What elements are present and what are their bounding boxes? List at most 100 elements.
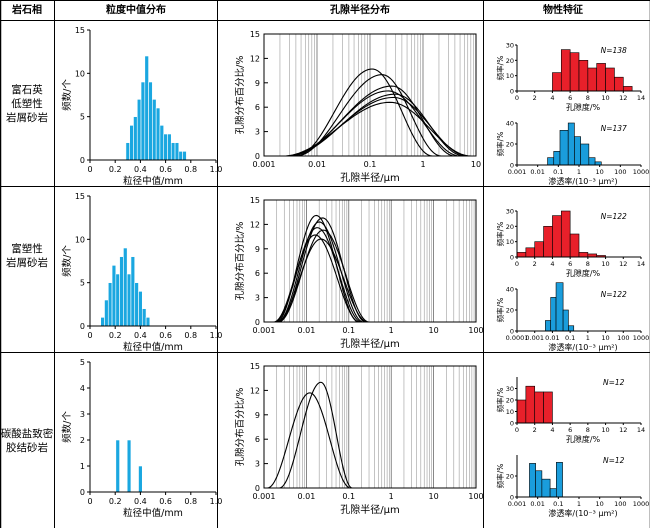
permeability-bar — [574, 136, 581, 166]
x-tick-label: 0 — [515, 426, 519, 434]
x-tick-label: 10 — [429, 492, 439, 501]
y-tick-label: 4 — [80, 384, 85, 393]
sample-count-label: N=12 — [603, 378, 625, 387]
y-tick-label: 40 — [506, 286, 514, 294]
y-tick-label: 0 — [255, 152, 260, 161]
facies-label: 低塑性 — [11, 97, 43, 110]
grain-size-bar — [119, 256, 124, 327]
x-tick-label: 100 — [614, 168, 626, 176]
y-tick-label: 0 — [80, 156, 85, 165]
sample-count-label: N=138 — [601, 46, 627, 55]
x-tick-label: 0.1 — [342, 492, 355, 501]
x-tick-label: 2 — [533, 94, 537, 102]
permeability-bar — [547, 157, 555, 166]
perm-x-axis-label: 渗透率/(10⁻³ μm²) — [548, 342, 617, 352]
grain-y-axis-label: 频数/个 — [61, 245, 73, 277]
x-tick-label: 0.1 — [565, 334, 575, 342]
y-tick-label: 0 — [510, 88, 514, 96]
x-tick-label: 0.01 — [545, 334, 559, 342]
grain-size-bar — [138, 465, 143, 493]
x-tick-label: 0 — [87, 331, 92, 340]
porosity-bar — [543, 391, 553, 424]
grain-size-bar — [111, 265, 117, 327]
x-tick-label: 0.01 — [297, 326, 315, 335]
permeability-bar — [541, 478, 551, 498]
y-tick-label: 0 — [510, 420, 514, 428]
x-tick-label: 10 — [429, 326, 439, 335]
grain-size-bar — [115, 273, 120, 327]
x-tick-label: 2 — [533, 426, 537, 434]
x-tick-label: 0.001 — [508, 500, 527, 508]
grain-size-bar — [104, 299, 109, 327]
x-tick-label: 1 — [577, 500, 581, 508]
y-tick-label: 15 — [250, 362, 260, 371]
x-tick-label: 1 — [389, 492, 394, 501]
poro-x-axis-label: 孔隙度/% — [566, 268, 601, 278]
pore-distribution-curve — [277, 221, 364, 323]
x-tick-label: 0 — [515, 260, 519, 268]
grain-size-bar — [129, 125, 134, 161]
permeability-bar — [550, 297, 557, 332]
porosity-bar — [578, 60, 589, 92]
y-tick-label: 20 — [506, 473, 514, 481]
x-tick-label: 1 — [577, 168, 581, 176]
freq-y-axis-label: 频率/% — [495, 132, 505, 157]
x-tick-label: 10 — [596, 168, 604, 176]
grain-size-bar — [134, 282, 139, 327]
x-tick-label: 0.2 — [109, 497, 122, 506]
grain-size-bar — [148, 81, 153, 161]
grain-size-bar — [138, 291, 143, 327]
grain-size-bar — [140, 81, 146, 161]
y-tick-label: 6 — [255, 103, 260, 112]
perm-x-axis-label: 渗透率/(10⁻³ μm²) — [548, 508, 617, 518]
x-tick-label: 0.6 — [159, 165, 172, 174]
header-grain-size: 粒度中值分布 — [106, 3, 166, 16]
x-tick-label: 14 — [637, 260, 645, 268]
grain-size-bar — [182, 151, 187, 161]
porosity-bar — [596, 63, 606, 92]
x-tick-label: 10 — [601, 426, 609, 434]
grain-size-bar — [115, 439, 120, 493]
pore-distribution-curve — [283, 101, 471, 157]
x-tick-label: 0.01 — [297, 492, 315, 501]
grain-size-bar — [167, 133, 172, 161]
porosity-bar — [525, 247, 536, 258]
header-pore-radius: 孔隙半径分布 — [330, 3, 390, 16]
y-tick-label: 0 — [80, 322, 85, 331]
permeability-bar — [559, 130, 569, 166]
permeability-bar — [567, 122, 575, 166]
grain-size-bar — [136, 99, 142, 161]
grain-size-bar — [126, 273, 132, 327]
x-tick-label: 1000 — [633, 168, 650, 176]
x-tick-label: 0.4 — [134, 165, 147, 174]
x-tick-label: 0.4 — [134, 497, 147, 506]
y-tick-label: 12 — [250, 54, 260, 63]
pore-y-axis-label: 孔隙分布百分比/% — [234, 222, 246, 301]
y-tick-label: 9 — [255, 79, 260, 88]
grain-size-bar — [141, 308, 147, 327]
y-tick-label: 40 — [506, 120, 514, 128]
pore-y-axis-label: 孔隙分布百分比/% — [234, 56, 246, 135]
porosity-bar — [525, 385, 536, 424]
y-tick-label: 3 — [80, 410, 85, 419]
y-tick-label: 10 — [75, 69, 85, 78]
grain-size-bar — [174, 142, 180, 161]
x-tick-label: 10 — [596, 500, 604, 508]
y-tick-label: 20 — [506, 141, 514, 149]
y-tick-label: 15 — [75, 192, 85, 201]
x-tick-label: 1.0 — [210, 331, 223, 340]
sample-count-label: N=12 — [603, 456, 625, 465]
x-tick-label: 8 — [586, 260, 590, 268]
y-tick-label: 9 — [255, 411, 260, 420]
x-tick-label: 8 — [586, 426, 590, 434]
x-tick-label: 12 — [619, 94, 627, 102]
freq-y-axis-label: 频率/% — [495, 222, 505, 247]
x-tick-label: 10 — [601, 94, 609, 102]
y-tick-label: 0 — [255, 318, 260, 327]
grain-size-bar — [126, 439, 132, 493]
x-tick-label: 0 — [515, 94, 519, 102]
grain-size-bar — [144, 55, 149, 161]
